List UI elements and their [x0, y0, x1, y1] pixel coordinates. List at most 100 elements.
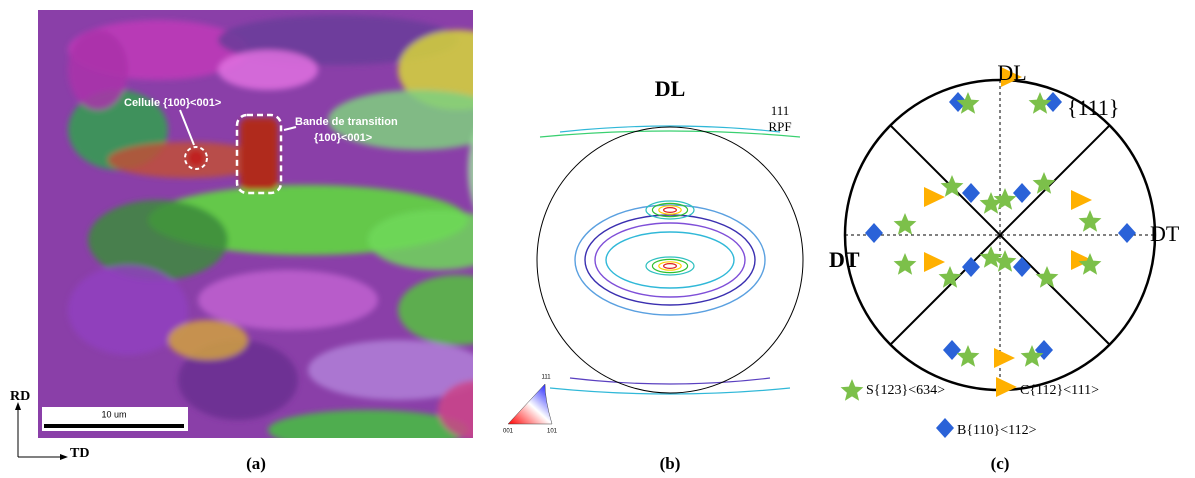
grain	[68, 265, 188, 355]
diamond-marker	[1013, 257, 1031, 277]
star-marker	[893, 213, 917, 235]
panel-label: (a)	[246, 454, 266, 473]
grain	[398, 275, 473, 345]
triangle-marker	[996, 377, 1017, 397]
axis-rd: RD	[10, 389, 30, 404]
legend-label: B{110}<112>	[957, 423, 1037, 438]
pole-circle	[536, 126, 804, 394]
triangle-marker	[1001, 67, 1022, 87]
key-label: 101	[547, 429, 558, 435]
diamond-marker	[943, 340, 961, 360]
grain	[68, 30, 128, 110]
direction-label: DT	[1150, 221, 1180, 246]
legend-label: S{123}<634>	[866, 383, 945, 398]
diagonal	[889, 124, 1111, 346]
diamond-marker	[936, 418, 954, 438]
diamond-marker	[865, 223, 883, 243]
contour	[539, 130, 801, 138]
grain	[368, 210, 473, 270]
star-marker	[979, 246, 1003, 268]
star-marker	[1078, 253, 1102, 275]
star-marker	[1078, 210, 1102, 232]
arrow-head	[15, 402, 21, 410]
grain	[187, 149, 205, 167]
star-marker	[956, 345, 980, 367]
contour	[549, 387, 791, 395]
cell-outline	[184, 146, 208, 170]
contour	[658, 205, 682, 215]
star-marker	[938, 266, 962, 288]
triangle-marker	[1071, 250, 1092, 270]
contour	[662, 263, 677, 270]
grain	[398, 30, 473, 110]
diamond-marker	[1118, 223, 1136, 243]
legend-label: C{112}<111>	[1020, 383, 1099, 398]
contour	[651, 258, 689, 274]
contour	[584, 214, 756, 306]
axis-td: TD	[70, 446, 89, 461]
triangle-marker	[924, 252, 945, 272]
pole-figure	[536, 125, 804, 395]
star-marker	[840, 379, 864, 401]
contour	[658, 261, 682, 271]
key-label: 001	[503, 429, 514, 435]
star-marker	[993, 188, 1017, 210]
pole-label: 111	[771, 103, 790, 118]
star-marker	[1020, 345, 1044, 367]
grain	[198, 270, 378, 330]
schematic	[840, 67, 1157, 438]
contour	[594, 222, 746, 298]
annotation-arrow	[283, 126, 297, 131]
contour	[645, 200, 695, 220]
diamond-marker	[962, 257, 980, 277]
band-annotation: Bande de transition	[295, 116, 398, 128]
grain	[468, 136, 473, 204]
star-marker	[1028, 92, 1052, 114]
grain	[88, 200, 228, 280]
diamond-marker	[949, 92, 967, 112]
panel-label: (b)	[660, 454, 681, 473]
direction-label: DT	[829, 247, 860, 272]
contour	[574, 204, 766, 316]
figure-label: RPF	[768, 119, 791, 134]
triangle-marker	[924, 187, 945, 207]
band-annotation: {100}<001>	[314, 132, 372, 144]
contour	[662, 207, 677, 214]
contour	[559, 125, 781, 133]
star-marker	[993, 250, 1017, 272]
ebsd-map: 10 um Cellule {100}<001> Bande de transi…	[38, 10, 473, 438]
grain	[240, 118, 278, 190]
panel-label: (c)	[991, 454, 1010, 473]
star-marker	[979, 192, 1003, 214]
grain	[328, 90, 473, 150]
diamond-marker	[962, 183, 980, 203]
diamond-marker	[1013, 183, 1031, 203]
contour	[605, 231, 735, 289]
direction-label: DL	[997, 60, 1026, 85]
cell-annotation: Cellule {100}<001>	[124, 97, 221, 109]
grain	[268, 410, 468, 438]
contour	[651, 202, 689, 218]
grain	[218, 50, 318, 90]
star-marker	[1032, 172, 1056, 194]
arrow-head	[60, 454, 68, 460]
contour	[645, 256, 695, 276]
band-outline	[235, 113, 283, 195]
key-label: 111	[541, 375, 551, 381]
pole-label: {111}	[1067, 95, 1120, 120]
contour	[569, 377, 771, 385]
triangle-marker	[1071, 190, 1092, 210]
star-marker	[1035, 266, 1059, 288]
scale-bar-label: 10 um	[101, 409, 126, 419]
grain	[308, 340, 473, 400]
star-marker	[893, 253, 917, 275]
scale-bar	[44, 424, 184, 428]
direction-label: DL	[655, 76, 686, 101]
grain	[438, 380, 473, 438]
diamond-marker	[1044, 92, 1062, 112]
triangle-marker	[994, 348, 1015, 368]
annotation-arrow	[179, 109, 195, 146]
grain	[168, 320, 248, 360]
color-key	[507, 383, 553, 425]
